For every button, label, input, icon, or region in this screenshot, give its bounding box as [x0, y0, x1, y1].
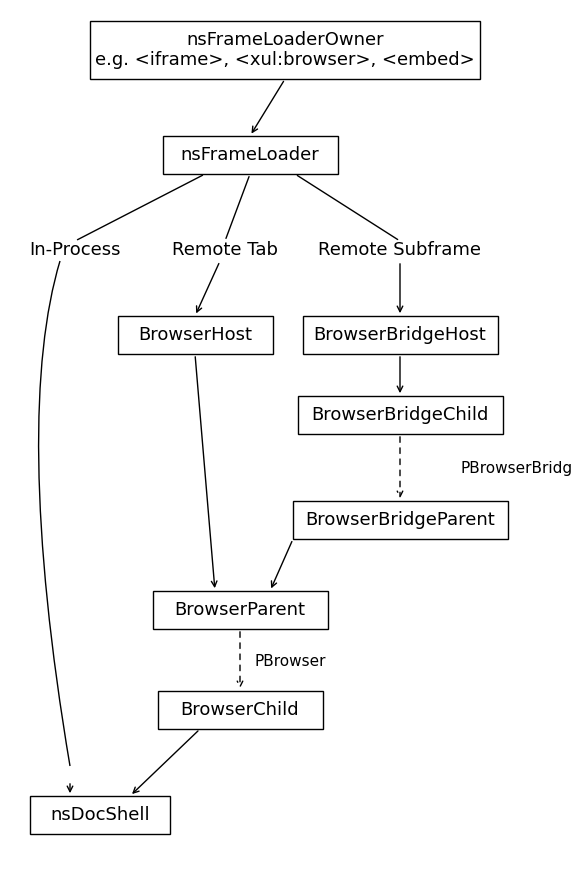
Text: nsFrameLoaderOwner
e.g. <iframe>, <xul:browser>, <embed>: nsFrameLoaderOwner e.g. <iframe>, <xul:b… [95, 31, 475, 69]
Text: PBrowser: PBrowser [255, 654, 327, 669]
Text: nsFrameLoader: nsFrameLoader [180, 146, 319, 164]
FancyBboxPatch shape [303, 316, 497, 354]
Text: BrowserBridgeHost: BrowserBridgeHost [313, 326, 486, 344]
FancyBboxPatch shape [118, 316, 272, 354]
Text: nsDocShell: nsDocShell [50, 806, 150, 824]
Text: Remote Tab: Remote Tab [172, 241, 278, 259]
FancyBboxPatch shape [163, 136, 337, 174]
FancyBboxPatch shape [297, 396, 502, 434]
FancyBboxPatch shape [292, 501, 508, 539]
Text: BrowserBridgeChild: BrowserBridgeChild [311, 406, 489, 424]
Text: In-Process: In-Process [29, 241, 120, 259]
FancyBboxPatch shape [158, 691, 323, 729]
Text: BrowserParent: BrowserParent [175, 601, 305, 619]
FancyBboxPatch shape [90, 21, 480, 79]
FancyBboxPatch shape [30, 796, 170, 834]
Text: Remote Subframe: Remote Subframe [319, 241, 481, 259]
Text: BrowserBridgeParent: BrowserBridgeParent [305, 511, 495, 529]
Text: PBrowserBridge: PBrowserBridge [460, 460, 571, 475]
Text: BrowserChild: BrowserChild [180, 701, 299, 719]
Text: BrowserHost: BrowserHost [138, 326, 252, 344]
FancyBboxPatch shape [152, 591, 328, 629]
